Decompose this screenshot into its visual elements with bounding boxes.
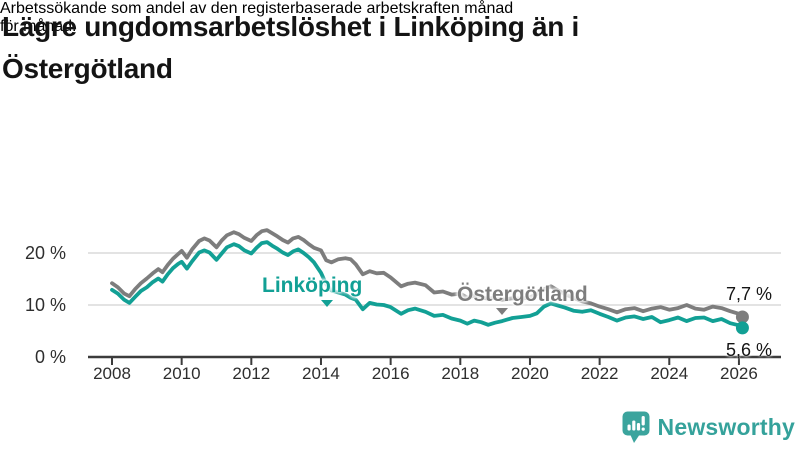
linkoping-caret-icon — [321, 300, 333, 307]
x-tick-label: 2010 — [162, 364, 201, 383]
x-tick-label: 2016 — [371, 364, 410, 383]
x-tick-label: 2022 — [580, 364, 619, 383]
x-tick-label: 2026 — [720, 364, 758, 383]
chart-title: Lägre ungdomsarbetslöshet i Linköping än… — [2, 6, 782, 90]
chart-title-line1: Lägre ungdomsarbetslöshet i Linköping än… — [2, 11, 580, 42]
line-series-linkoping — [110, 240, 745, 330]
ostergotland-caret-icon — [496, 308, 508, 315]
y-tick-label: 10 % — [24, 295, 66, 315]
series-label-linkoping: Linköping — [262, 274, 363, 297]
end-dot-ostergotland — [735, 310, 749, 324]
newsworthy-icon — [622, 411, 650, 443]
line-series-ostergotland — [110, 228, 745, 319]
y-tick-label: 20 % — [24, 243, 66, 263]
x-tick-label: 2020 — [511, 364, 549, 383]
end-value-linkoping: 5,6 % — [725, 340, 772, 360]
x-tick-label: 2008 — [93, 364, 131, 383]
chart-title-line2: Östergötland — [2, 53, 173, 84]
end-value-ostergotland: 7,7 % — [725, 284, 772, 304]
end-dot-linkoping — [735, 321, 749, 335]
x-tick-label: 2018 — [441, 364, 480, 383]
chart-subtitle-line2: för månad. — [0, 18, 77, 35]
series-label-ostergotland: Östergötland — [457, 283, 588, 306]
x-tick-label: 2014 — [302, 364, 340, 383]
chart-subtitle-line1: Arbetssökande som andel av den registerb… — [0, 0, 514, 17]
y-tick-label: 0 % — [34, 347, 66, 367]
x-tick-label: 2012 — [232, 364, 271, 383]
newsworthy-logo[interactable]: Newsworthy — [622, 411, 795, 444]
x-tick-label: 2024 — [650, 364, 689, 383]
newsworthy-wordmark: Newsworthy — [657, 414, 795, 440]
